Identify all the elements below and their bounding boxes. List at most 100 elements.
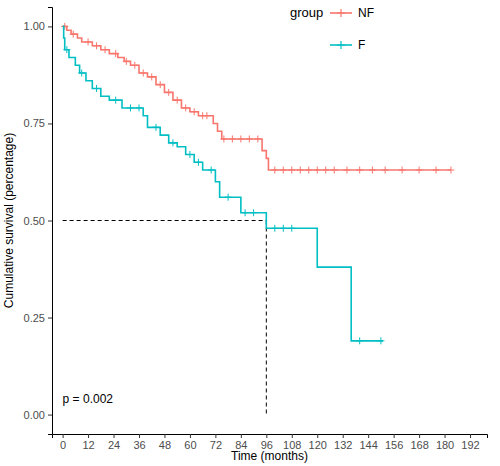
tick-label: 60: [184, 439, 196, 451]
survival-curve: [63, 26, 383, 340]
axis-line: [53, 435, 488, 439]
tick: 168: [410, 434, 428, 451]
censor-mark: [280, 225, 287, 232]
censor-mark: [112, 50, 119, 57]
tick: 120: [309, 434, 327, 451]
legend-label: F: [358, 38, 365, 52]
p-value: p = 0.002: [63, 392, 114, 406]
tick: 24: [108, 434, 120, 451]
censor-mark: [242, 209, 249, 216]
censor-mark: [208, 167, 215, 174]
median-line: [266, 221, 267, 415]
censor-mark: [271, 167, 278, 174]
tick-label: 120: [309, 439, 327, 451]
tick-mark: [190, 434, 191, 438]
censor-mark: [271, 225, 278, 232]
legend-marker: [337, 41, 345, 49]
tick-label: 0: [60, 439, 66, 451]
tick-mark: [63, 434, 64, 438]
censor-mark: [85, 38, 92, 45]
tick-label: 48: [159, 439, 171, 451]
tick: 0.75: [24, 117, 52, 129]
tick-label: 192: [461, 439, 479, 451]
tick: 0.50: [24, 215, 52, 227]
censor-mark: [331, 167, 338, 174]
tick-mark: [48, 318, 52, 319]
median-line: [63, 220, 267, 221]
censor-mark: [288, 167, 295, 174]
legend-label: NF: [358, 6, 374, 20]
censor-mark: [186, 151, 193, 158]
censor-mark: [63, 46, 70, 53]
tick: 1.00: [24, 20, 52, 32]
y-axis: 0.00 0.25 0.50 0.75 1.00: [24, 8, 53, 435]
survival-curve: [63, 26, 451, 170]
tick-mark: [470, 434, 471, 438]
tick-mark: [48, 221, 52, 222]
censor-mark: [377, 337, 384, 344]
censor-mark: [447, 167, 454, 174]
censor-mark: [148, 73, 155, 80]
censor-mark: [195, 159, 202, 166]
plot-area: [61, 23, 454, 415]
tick: 12: [82, 434, 94, 451]
censor-mark: [356, 337, 363, 344]
tick: 0.00: [24, 409, 52, 421]
tick-mark: [292, 434, 293, 438]
tick-mark: [445, 434, 446, 438]
tick-label: 156: [385, 439, 403, 451]
axis-line: [48, 8, 53, 435]
tick-label: 24: [108, 439, 120, 451]
tick-label: 0.50: [24, 215, 45, 227]
censor-mark: [250, 209, 257, 216]
censor-mark: [169, 139, 176, 146]
legend-entry: NF: [330, 6, 374, 20]
chart: 0122436486072849610812013214415616818019…: [0, 0, 500, 466]
censor-mark: [220, 135, 227, 142]
tick-mark: [48, 26, 52, 27]
censor-mark: [246, 135, 253, 142]
x-axis-title: Time (months): [231, 449, 308, 463]
censor-mark: [102, 46, 109, 53]
censor-mark: [93, 85, 100, 92]
censor-mark: [152, 124, 159, 131]
censor-mark: [182, 104, 189, 111]
tick-label: 0.75: [24, 117, 45, 129]
censor-mark: [174, 97, 181, 104]
censor-mark: [136, 104, 143, 111]
tick: 60: [184, 434, 196, 451]
censor-mark: [127, 104, 134, 111]
tick-mark: [139, 434, 140, 438]
censor-mark: [157, 81, 164, 88]
tick: 36: [133, 434, 145, 451]
tick: 0.25: [24, 312, 52, 324]
censor-mark: [112, 97, 119, 104]
censor-mark: [225, 194, 232, 201]
tick: 132: [334, 434, 352, 451]
tick-label: 1.00: [24, 20, 45, 32]
tick-label: 144: [359, 439, 377, 451]
tick-mark: [343, 434, 344, 438]
censor-mark: [123, 58, 130, 65]
tick: 192: [461, 434, 479, 451]
censor-mark: [254, 135, 261, 142]
legend-marker: [337, 9, 345, 17]
tick: 156: [385, 434, 403, 451]
tick-mark: [266, 434, 267, 438]
censor-mark: [356, 167, 363, 174]
censor-mark: [140, 69, 147, 76]
censor-mark: [297, 167, 304, 174]
censor-mark: [382, 167, 389, 174]
tick-label: 72: [210, 439, 222, 451]
censor-mark: [314, 167, 321, 174]
tick-mark: [317, 434, 318, 438]
tick-mark: [48, 415, 52, 416]
tick: 72: [210, 434, 222, 451]
censor-mark: [78, 69, 85, 76]
y-axis-title: Cumulative survival (percentage): [2, 133, 16, 308]
tick: 144: [359, 434, 377, 451]
censor-mark: [131, 62, 138, 69]
censor-mark: [399, 167, 406, 174]
tick-mark: [88, 434, 89, 438]
tick: 0: [60, 434, 66, 451]
